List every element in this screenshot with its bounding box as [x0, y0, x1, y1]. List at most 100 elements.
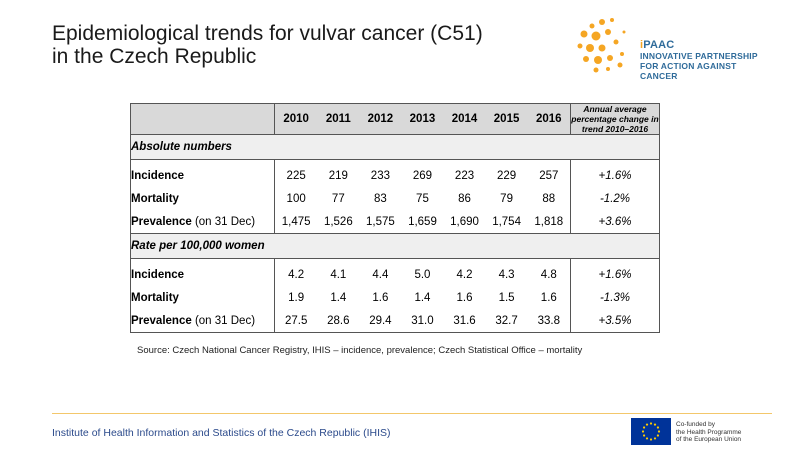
year-header-2011: 2011 [317, 103, 360, 135]
value-cell: 32.7 [485, 309, 528, 333]
value-cell: 269 [412, 169, 433, 182]
table-row: Incidence 225 219 233 269 223 229 257 +1.6% [130, 159, 660, 187]
value-cell: 1.9 [288, 291, 305, 304]
trend-cell: +3.6% [570, 210, 660, 234]
ipaac-brand-text: iPAAC INNOVATIVE PARTNERSHIP FOR ACTION … [640, 39, 772, 81]
trend-cell: +3.5% [570, 309, 660, 333]
value-cell: 1.6 [540, 291, 557, 304]
table-row: Incidence 4.2 4.1 4.4 5.0 4.2 4.3 4.8 +1.6% [130, 258, 660, 286]
eu-star [642, 426, 646, 429]
trend-cell: +1.6% [570, 159, 660, 187]
section-title: Absolute numbers [130, 134, 660, 160]
value-cell: 1,659 [401, 210, 444, 234]
value-cell: 4.8 [540, 268, 557, 281]
eu-star [656, 426, 660, 429]
value-cell: 4.1 [330, 268, 347, 281]
value-cell: 1,690 [443, 210, 486, 234]
row-label-main: Prevalence [131, 314, 192, 327]
value-cell: 257 [539, 169, 559, 182]
row-label-main: Incidence [131, 268, 185, 281]
ipaac-logo: iPAAC INNOVATIVE PARTNERSHIP FOR ACTION … [572, 12, 772, 81]
section-row: Absolute numbers [130, 134, 660, 160]
year-header-2015: 2015 [485, 103, 528, 135]
value-cell: 27.5 [274, 309, 318, 333]
value-cell: 225 [286, 169, 306, 182]
value-cell: 1,475 [274, 210, 318, 234]
eu-star [641, 430, 645, 433]
header-blank-cell [130, 103, 275, 135]
trend-cell: +1.6% [570, 258, 660, 286]
value-cell: 33.8 [527, 309, 571, 333]
footer-divider [52, 413, 772, 414]
table-row: Mortality 1.9 1.4 1.6 1.4 1.6 1.5 1.6 -1.3% [130, 286, 660, 309]
eu-line-2: the Health Programme [676, 428, 742, 436]
eu-star [653, 437, 657, 440]
eu-star [657, 430, 661, 433]
value-cell: 100 [286, 192, 306, 205]
row-label-main: Mortality [131, 192, 179, 205]
value-cell: 31.0 [401, 309, 444, 333]
value-cell: 223 [454, 169, 475, 182]
page-title: Epidemiological trends for vulvar cancer… [52, 22, 483, 68]
eu-cofunding-text: Co-funded by the Health Programme of the… [676, 421, 741, 444]
ipaac-tagline-1: INNOVATIVE PARTNERSHIP [640, 51, 758, 61]
table-row: Mortality 100 77 83 75 86 79 88 -1.2% [130, 187, 660, 210]
eu-star [645, 437, 649, 440]
year-header-2013: 2013 [401, 103, 444, 135]
row-label-suffix: (on 31 Dec) [191, 215, 256, 228]
value-cell: 233 [370, 169, 390, 182]
value-cell: 1.4 [330, 291, 347, 304]
row-label: Prevalence (on 31 Dec) [130, 309, 275, 333]
value-cell: 4.4 [372, 268, 389, 281]
eu-star [642, 434, 646, 437]
source-note: Source: Czech National Cancer Registry, … [137, 345, 583, 356]
value-cell: 29.4 [359, 309, 402, 333]
table-row: Prevalence (on 31 Dec) 1,475 1,526 1,575 1,6… [130, 210, 660, 234]
table-row: Prevalence (on 31 Dec) 27.5 28.6 29.4 31.0 31… [130, 309, 660, 333]
row-label: Incidence [130, 159, 275, 187]
eu-line-3: of the European Union [676, 436, 742, 443]
value-cell: 1,818 [527, 210, 571, 234]
value-cell: 229 [496, 169, 517, 182]
eu-star [649, 438, 653, 441]
year-header-2016: 2016 [527, 103, 571, 135]
value-cell: 1,754 [485, 210, 528, 234]
ipaac-tagline-2: FOR ACTION AGAINST CANCER [640, 61, 737, 81]
row-label-suffix: (on 31 Dec) [191, 314, 256, 327]
value-cell: 5.0 [414, 268, 431, 281]
ipaac-name-i: i [640, 39, 644, 51]
title-line-1: Epidemiological trends for vulvar cancer… [52, 22, 483, 45]
value-cell: 4.3 [498, 268, 515, 281]
value-cell: 79 [500, 192, 513, 205]
footer-institute: Institute of Health Information and Stat… [52, 427, 391, 439]
value-cell: 1.5 [498, 291, 515, 304]
eu-star [653, 423, 657, 426]
eu-star [645, 423, 649, 426]
section-row: Rate per 100,000 women [130, 233, 660, 259]
trend-header: Annual average percentage change in tren… [570, 103, 660, 135]
row-label: Mortality [130, 187, 275, 210]
value-cell: 1,575 [359, 210, 402, 234]
year-header-2012: 2012 [359, 103, 402, 135]
eu-flag-icon [631, 418, 671, 445]
section-title: Rate per 100,000 women [130, 233, 660, 259]
eu-star [649, 422, 653, 425]
value-cell: 1,526 [317, 210, 360, 234]
year-header-2010: 2010 [274, 103, 318, 135]
value-cell: 86 [458, 192, 471, 205]
row-label: Mortality [130, 286, 275, 309]
value-cell: 1.6 [456, 291, 473, 304]
value-cell: 28.6 [317, 309, 360, 333]
trend-cell: -1.2% [570, 187, 660, 210]
value-cell: 77 [331, 192, 345, 205]
value-cell: 219 [328, 169, 348, 182]
value-cell: 4.2 [456, 268, 473, 281]
year-header-2014: 2014 [443, 103, 486, 135]
value-cell: 31.6 [443, 309, 486, 333]
epidemiology-table: 2010 2011 2012 2013 2014 2015 2016 Annual avera… [130, 103, 660, 333]
eu-line-1: Co-funded by [676, 421, 716, 428]
trend-cell: -1.3% [570, 286, 660, 309]
value-cell: 1.6 [372, 291, 389, 304]
row-label-main: Mortality [131, 291, 179, 304]
value-cell: 88 [542, 192, 556, 205]
